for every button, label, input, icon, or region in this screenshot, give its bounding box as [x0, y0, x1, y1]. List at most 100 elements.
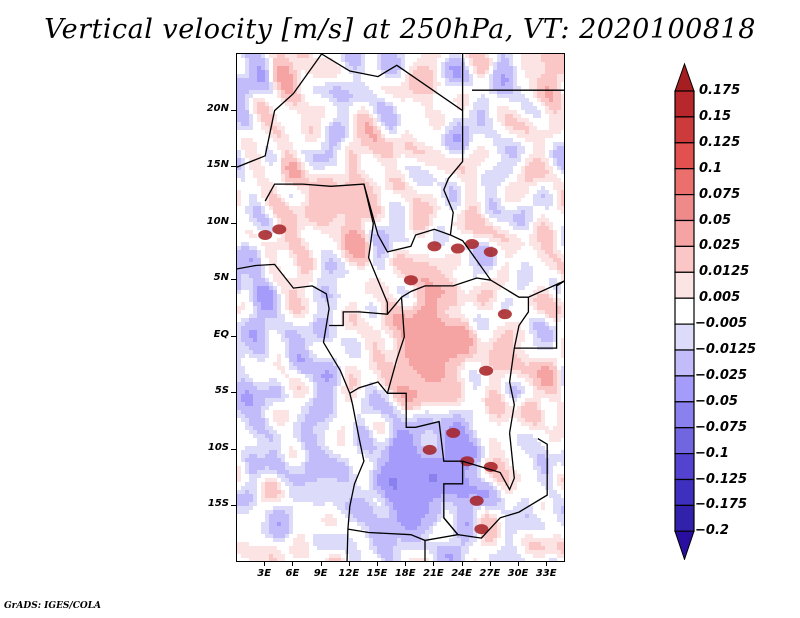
colorbar-swatch [674, 142, 695, 170]
convective-cell [483, 461, 498, 472]
colorbar-swatch [674, 375, 695, 403]
chart-title: Vertical velocity [m/s] at 250hPa, VT: 2… [44, 14, 756, 45]
colorbar-label: −0.175 [695, 497, 748, 513]
lat-tick-mark [231, 222, 236, 224]
lat-tick-label: 5S [214, 385, 229, 397]
colorbar-label: −0.05 [695, 393, 738, 409]
convective-cell [474, 524, 489, 535]
colorbar-swatch [674, 478, 695, 506]
colorbar-label: 0.05 [699, 212, 732, 228]
colorbar-label: 0.0125 [699, 264, 750, 280]
colorbar-max-arrow [674, 62, 695, 92]
colorbar-swatch [674, 504, 695, 532]
colorbar-label: 0.1 [699, 160, 723, 176]
lon-tick-label: 6E [285, 568, 300, 579]
lon-tick-mark [489, 562, 491, 566]
colorbar-swatch [674, 90, 695, 118]
colorbar-swatch [674, 349, 695, 377]
convective-cell [465, 239, 479, 250]
country-border [321, 54, 564, 298]
lat-tick-label: 15S [207, 498, 229, 510]
lon-tick-mark [377, 562, 378, 566]
colorbar [674, 62, 695, 560]
country-border [367, 200, 451, 253]
convective-cell [479, 365, 494, 376]
country-border [237, 54, 323, 168]
convective-cell [483, 246, 498, 257]
grads-credit: GrADS: IGES/COLA [4, 601, 102, 611]
lat-tick-mark [231, 166, 236, 168]
lon-tick-mark [264, 562, 266, 566]
lat-tick-mark [231, 109, 236, 111]
convective-cell [427, 241, 442, 252]
lon-tick-label: 24E [451, 568, 472, 579]
lat-tick-label: EQ [213, 328, 229, 340]
lat-tick-mark [231, 335, 236, 337]
country-border [237, 263, 365, 561]
lon-tick-label: 30E [507, 568, 529, 579]
colorbar-label: −0.125 [695, 471, 748, 487]
convective-cell [258, 229, 273, 240]
colorbar-swatch [674, 116, 695, 144]
lat-tick-label: 5N [213, 272, 229, 284]
colorbar-swatch [674, 271, 695, 299]
colorbar-label: −0.2 [695, 523, 729, 539]
colorbar-swatch [674, 427, 695, 455]
vertical-velocity-field [237, 54, 564, 561]
colorbar-label: 0.15 [699, 108, 732, 124]
lon-tick-mark [348, 562, 350, 566]
lon-tick-label: 21E [423, 568, 444, 579]
country-border [443, 438, 548, 539]
lat-tick-label: 10N [206, 215, 229, 227]
colorbar-label: −0.005 [695, 316, 748, 332]
colorbar-label: 0.005 [699, 290, 741, 306]
lon-tick-label: 27E [479, 568, 501, 579]
lat-tick-label: 10S [207, 441, 229, 453]
lon-tick-label: 12E [338, 568, 360, 579]
colorbar-label: −0.025 [695, 367, 748, 383]
lon-tick-label: 33E [535, 568, 557, 579]
lon-tick-mark [546, 562, 548, 566]
colorbar-label: −0.0125 [695, 342, 757, 357]
convective-cell [450, 243, 465, 254]
country-border [329, 183, 389, 327]
convective-cell [272, 224, 287, 235]
colorbar-swatch [674, 194, 695, 222]
colorbar-swatch [674, 219, 695, 247]
lon-tick-label: 18E [394, 568, 416, 579]
colorbar-swatch [674, 323, 695, 351]
colorbar-label: 0.125 [699, 134, 741, 150]
lon-tick-mark [433, 562, 435, 566]
colorbar-label: 0.025 [699, 238, 741, 254]
map-plot-area [236, 53, 565, 562]
convective-cell [403, 275, 418, 286]
colorbar-swatch [674, 453, 695, 481]
colorbar-label: 0.175 [699, 83, 741, 98]
lat-tick-label: 20N [206, 102, 229, 114]
colorbar-label: 0.075 [699, 186, 741, 202]
colorbar-label: −0.1 [695, 445, 729, 461]
colorbar-swatch [674, 245, 695, 273]
colorbar-swatch [674, 297, 695, 325]
lon-tick-mark [292, 562, 294, 566]
lon-tick-mark [461, 562, 463, 566]
colorbar-label: −0.075 [695, 419, 748, 435]
lon-tick-mark [518, 562, 519, 566]
country-border [347, 381, 464, 542]
country-border [514, 280, 564, 349]
lat-tick-mark [231, 279, 236, 281]
lon-tick-mark [405, 562, 407, 566]
lon-tick-label: 9E [313, 568, 328, 579]
lon-tick-label: 15E [366, 568, 388, 579]
country-border [462, 432, 515, 491]
lat-tick-mark [231, 392, 236, 394]
colorbar-min-arrow [674, 530, 695, 560]
convective-cell [446, 427, 461, 438]
lon-tick-label: 3E [257, 568, 272, 579]
convective-cell [422, 444, 437, 455]
lat-tick-label: 15N [206, 159, 229, 171]
lon-tick-mark [320, 562, 322, 566]
colorbar-swatch [674, 168, 695, 196]
colorbar-swatch [674, 401, 695, 429]
lat-tick-mark [231, 505, 236, 507]
